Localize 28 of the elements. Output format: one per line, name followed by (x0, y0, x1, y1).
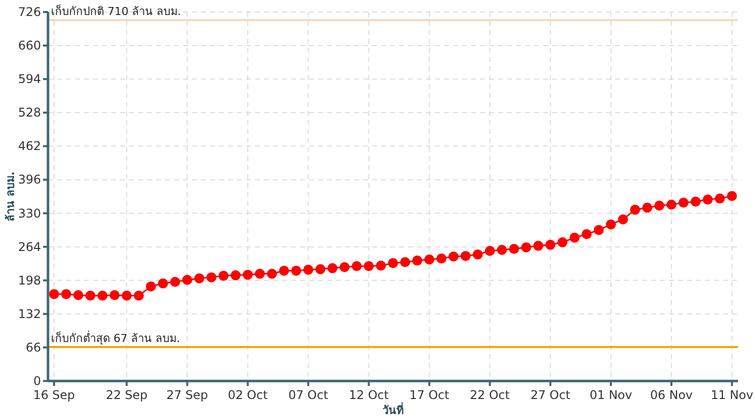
x-tick-label: 16 Sep (33, 388, 75, 402)
x-tick-label: 17 Oct (409, 388, 450, 402)
ref-line-label: เก็บกักปกติ 710 ล้าน ลบม. (51, 4, 181, 18)
y-tick-label: 660 (18, 38, 41, 53)
y-tick-label: 198 (18, 273, 41, 288)
x-tick-label: 12 Oct (348, 388, 389, 402)
x-axis-title: วันที่ (382, 402, 404, 417)
x-tick-label: 02 Oct (228, 388, 268, 402)
y-tick-label: 66 (26, 340, 41, 354)
ref-line-label: เก็บกักต่ำสุด 67 ล้าน ลบม. (51, 330, 180, 345)
y-tick-label: 132 (18, 306, 41, 321)
y-tick-label: 0 (33, 374, 41, 388)
y-tick-label: 264 (18, 240, 41, 254)
y-tick-label: 594 (18, 72, 41, 86)
y-tick-label: 726 (18, 5, 41, 19)
x-tick-label: 22 Oct (470, 388, 510, 402)
y-axis-title: ล้าน ลบม. (4, 171, 17, 222)
x-tick-label: 06 Nov (650, 388, 693, 402)
x-tick-label: 07 Oct (288, 388, 328, 402)
y-tick-label: 330 (18, 206, 41, 220)
y-tick-label: 528 (18, 106, 41, 120)
x-tick-label: 27 Oct (530, 388, 571, 402)
y-tick-label: 462 (18, 139, 41, 154)
x-tick-label: 27 Sep (166, 388, 208, 402)
x-tick-label: 22 Sep (106, 388, 148, 402)
y-tick-label: 396 (18, 172, 41, 187)
x-tick-label: 01 Nov (590, 388, 632, 402)
x-tick-label: 11 Nov (710, 388, 754, 402)
